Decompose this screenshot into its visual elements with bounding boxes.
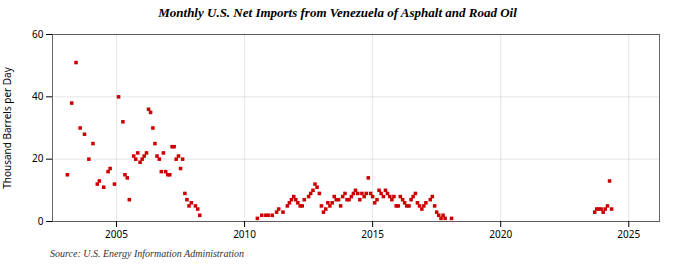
svg-text:2015: 2015	[361, 227, 384, 241]
svg-text:2010: 2010	[233, 227, 256, 241]
svg-text:20: 20	[32, 151, 44, 165]
svg-text:60: 60	[32, 27, 44, 41]
svg-text:0: 0	[38, 214, 44, 228]
svg-text:Thousand Barrels per Day: Thousand Barrels per Day	[0, 66, 14, 189]
svg-text:2005: 2005	[105, 227, 128, 241]
svg-text:2020: 2020	[489, 227, 512, 241]
html-text:Source: U.S. Energy Informatio: Source: U.S. Energy Information Administ…	[50, 248, 245, 259]
svg-text:40: 40	[32, 89, 44, 103]
html-text:Monthly U.S. Net Imports from: Monthly U.S. Net Imports from Venezuela …	[158, 5, 517, 20]
svg-text:2025: 2025	[617, 227, 640, 241]
